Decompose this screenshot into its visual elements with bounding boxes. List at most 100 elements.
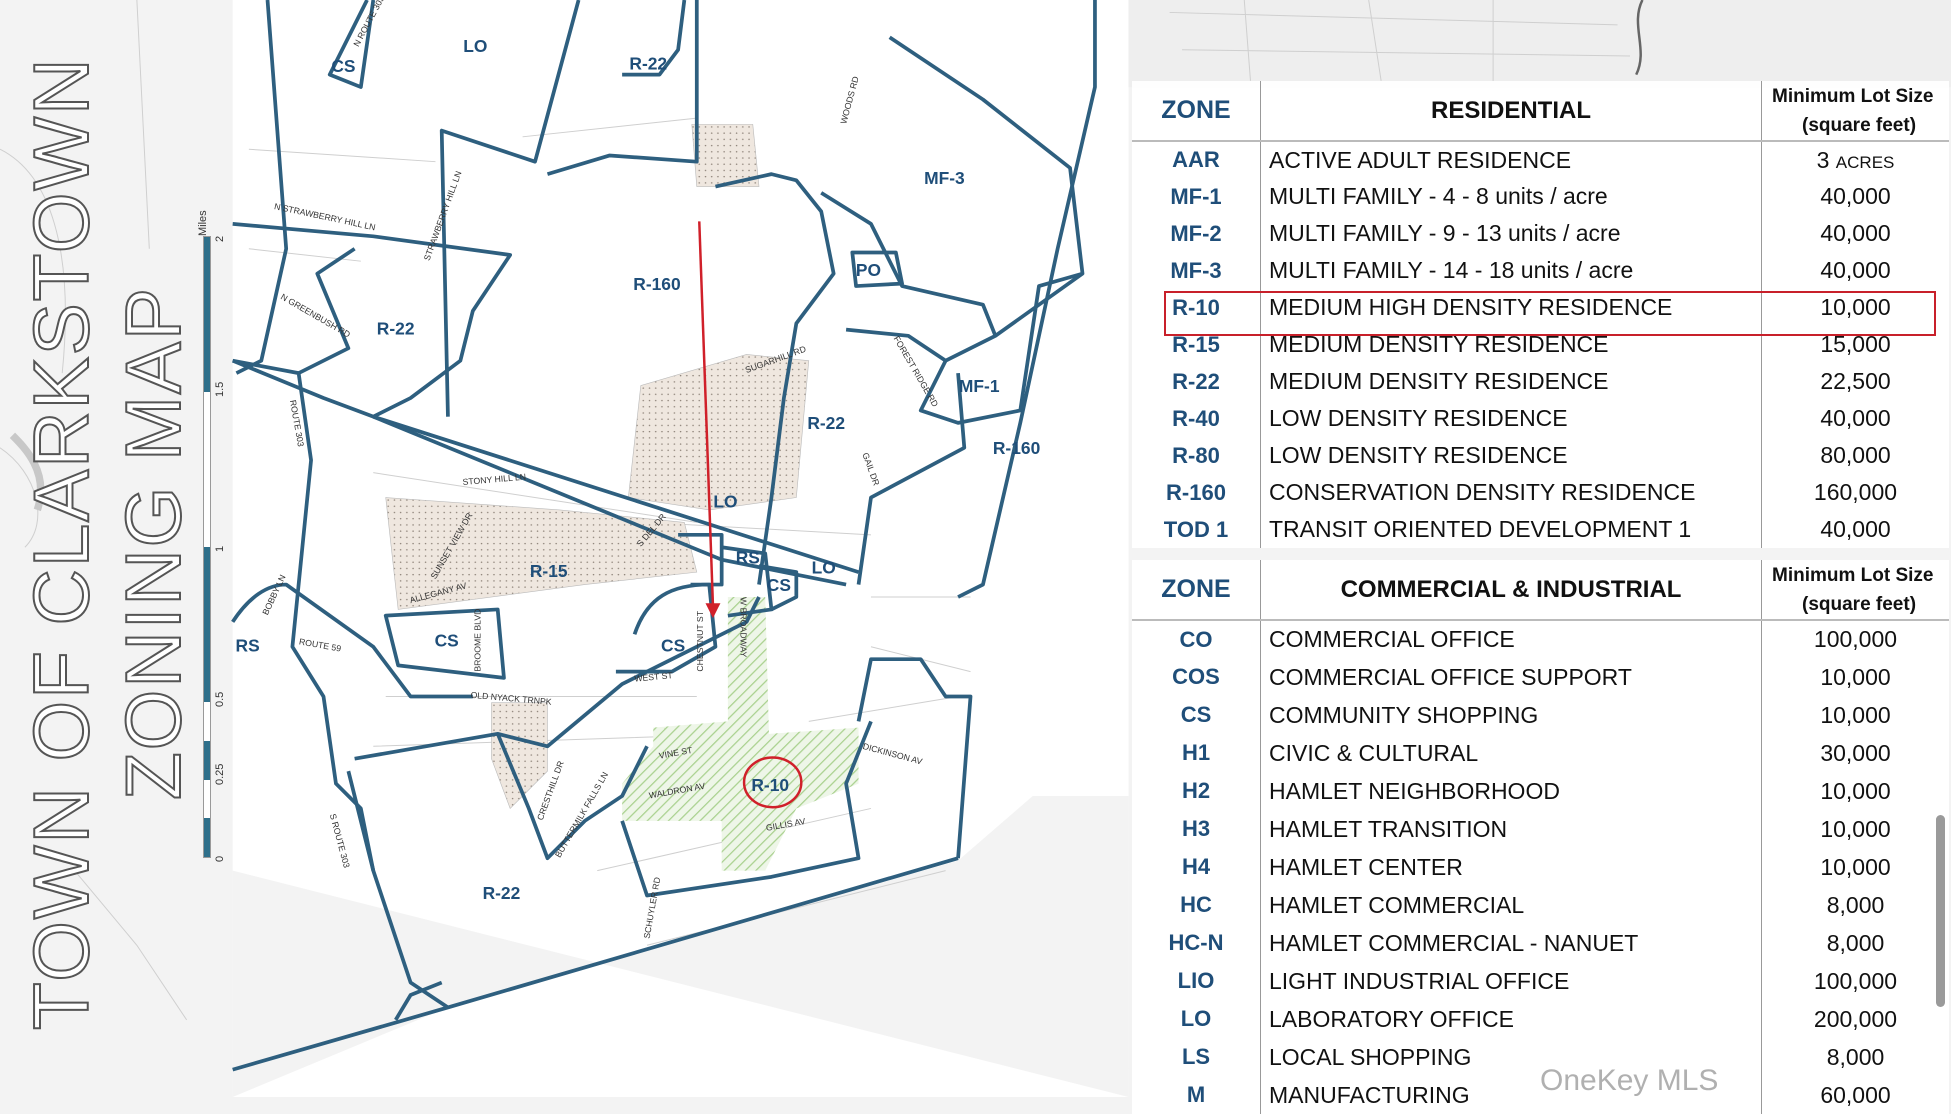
scrollbar[interactable] (1936, 815, 1945, 1007)
table-row: R-80 LOW DENSITY RESIDENCE 80,000 (1132, 437, 1949, 474)
zone-code-cell: MF-2 (1132, 215, 1261, 252)
lot-size-cell: 40,000 (1820, 405, 1891, 431)
zone-description-cell: LOW DENSITY RESIDENCE (1260, 437, 1762, 474)
zone-code-cell: R-22 (1132, 363, 1261, 400)
zone-code-cell: LS (1132, 1038, 1261, 1076)
street-label: CHESTNUT ST (695, 610, 705, 671)
zone-code-cell: CO (1132, 620, 1261, 658)
zone-label: PO (856, 260, 881, 280)
zone-header: ZONE (1132, 560, 1261, 621)
lot-size-cell: 80,000 (1820, 442, 1891, 468)
lot-size-cell: 10,000 (1820, 815, 1891, 842)
street-label: W BROADWAY (738, 597, 748, 658)
zone-description-cell: MEDIUM HIGH DENSITY RESIDENCE (1260, 289, 1762, 326)
lot-size-cell: 8,000 (1826, 891, 1885, 918)
zone-label: CS (331, 56, 355, 76)
zone-description-cell: HAMLET COMMERCIAL (1260, 886, 1762, 924)
zone-boundaries (231, 0, 1097, 1072)
street-label: BROOME BLVD (472, 609, 482, 672)
zone-label: R-10 (751, 775, 789, 795)
zone-label: CS (767, 575, 791, 595)
zone-code-cell: TOD 1 (1132, 511, 1261, 548)
lot-size-cell: 10,000 (1820, 294, 1891, 320)
scale-tick-label: 0.5 (214, 691, 226, 707)
category-header: COMMERCIAL & INDUSTRIAL (1260, 560, 1762, 621)
table-row: CO COMMERCIAL OFFICE 100,000 (1132, 620, 1949, 658)
table-row: R-40 LOW DENSITY RESIDENCE 40,000 (1132, 400, 1949, 437)
table-row: R-22 MEDIUM DENSITY RESIDENCE 22,500 (1132, 363, 1949, 400)
lot-size-cell: 40,000 (1820, 220, 1891, 246)
zone-code-cell: H4 (1132, 848, 1261, 886)
category-header: RESIDENTIAL (1260, 81, 1762, 142)
zone-code-cell: HC (1132, 886, 1261, 924)
zone-label: R-22 (807, 413, 845, 433)
zone-label: MF-1 (959, 376, 1000, 396)
lot-size-cell: 30,000 (1820, 739, 1891, 766)
r10-zone-area (622, 597, 859, 871)
r10-highlight-circle (742, 756, 803, 809)
zone-code-cell: R-160 (1132, 474, 1261, 511)
table-row: MF-2 MULTI FAMILY - 9 - 13 units / acre 40… (1132, 215, 1949, 252)
lot-size-cell: 3 ACRES (1816, 146, 1895, 173)
zone-label: RS (236, 636, 260, 656)
zone-code-cell: COS (1132, 658, 1261, 696)
commercial-zone-table: ZONE COMMERCIAL & INDUSTRIAL Minimum Lot… (1132, 560, 1949, 1114)
lot-size-cell: 10,000 (1820, 777, 1891, 804)
scale-tick-label: 1.5 (214, 381, 226, 397)
zone-description-cell: HAMLET COMMERCIAL - NANUET (1260, 924, 1762, 962)
zone-description-cell: HAMLET TRANSITION (1260, 810, 1762, 848)
zone-description-cell: MULTI FAMILY - 14 - 18 units / acre (1260, 252, 1762, 289)
zone-code-cell: R-10 (1132, 289, 1261, 326)
lot-size-cell: 22,500 (1820, 368, 1891, 394)
zone-code-cell: R-40 (1132, 400, 1261, 437)
zone-label: R-160 (633, 274, 680, 294)
zone-label: R-22 (629, 54, 667, 74)
lot-size-cell: 40,000 (1820, 257, 1891, 283)
lot-size-cell: 10,000 (1820, 663, 1891, 690)
lot-size-cell: 8,000 (1826, 1043, 1885, 1070)
residential-zone-table: ZONE RESIDENTIAL Minimum Lot Size (square… (1132, 81, 1949, 548)
table-row: LIO LIGHT INDUSTRIAL OFFICE 100,000 (1132, 962, 1949, 1000)
table-row: HC-N HAMLET COMMERCIAL - NANUET 8,000 (1132, 924, 1949, 962)
zone-code-cell: AAR (1132, 141, 1261, 178)
table-row: LS LOCAL SHOPPING 8,000 (1132, 1038, 1949, 1076)
zone-code-cell: CS (1132, 696, 1261, 734)
map-title-line1: TOWN OF CLARKSTOWN (16, 56, 106, 1032)
zone-label: MF-3 (924, 168, 965, 188)
zone-code-cell: H1 (1132, 734, 1261, 772)
scale-tick-label: 2 (214, 235, 226, 242)
watermark: OneKey MLS (1540, 1064, 1719, 1097)
table-row: H3 HAMLET TRANSITION 10,000 (1132, 810, 1949, 848)
zone-description-cell: LOW DENSITY RESIDENCE (1260, 400, 1762, 437)
zone-label: CS (435, 631, 459, 651)
zone-label: RS (736, 547, 760, 567)
lot-size-header: Minimum Lot Size (square feet) (1761, 560, 1949, 621)
scale-bar (203, 236, 211, 858)
scale-tick-label: 1 (214, 545, 226, 552)
zone-description-cell: COMMERCIAL OFFICE SUPPORT (1260, 658, 1762, 696)
lot-size-cell: 40,000 (1820, 516, 1891, 542)
zone-description-cell: TRANSIT ORIENTED DEVELOPMENT 1 (1260, 511, 1762, 548)
lot-size-cell: 8,000 (1826, 929, 1885, 956)
zone-code-cell: MF-3 (1132, 252, 1261, 289)
zone-description-cell: COMMUNITY SHOPPING (1260, 696, 1762, 734)
table-row: CS COMMUNITY SHOPPING 10,000 (1132, 696, 1949, 734)
scale-tick-label: 0 (214, 855, 226, 862)
table-row: H2 HAMLET NEIGHBORHOOD 10,000 (1132, 772, 1949, 810)
annotation-arrowhead (705, 603, 721, 619)
zone-code-cell: HC-N (1132, 924, 1261, 962)
table-row: R-160 CONSERVATION DENSITY RESIDENCE 160,0… (1132, 474, 1949, 511)
zone-description-cell: MULTI FAMILY - 9 - 13 units / acre (1260, 215, 1762, 252)
table-row: LO LABORATORY OFFICE 200,000 (1132, 1000, 1949, 1038)
zone-description-cell: CONSERVATION DENSITY RESIDENCE (1260, 474, 1762, 511)
map-title-line2: ZONING MAP (108, 285, 198, 801)
zone-label: LO (463, 36, 487, 56)
annotation-arrow-line (698, 221, 715, 606)
street-label: WEST ST (634, 670, 674, 683)
lot-size-header: Minimum Lot Size (square feet) (1761, 81, 1949, 142)
zone-description-cell: MEDIUM DENSITY RESIDENCE (1260, 363, 1762, 400)
table-row: HC HAMLET COMMERCIAL 8,000 (1132, 886, 1949, 924)
zone-description-cell: COMMERCIAL OFFICE (1260, 620, 1762, 658)
zone-code-cell: LIO (1132, 962, 1261, 1000)
table-row: TOD 1 TRANSIT ORIENTED DEVELOPMENT 1 40,00… (1132, 511, 1949, 548)
